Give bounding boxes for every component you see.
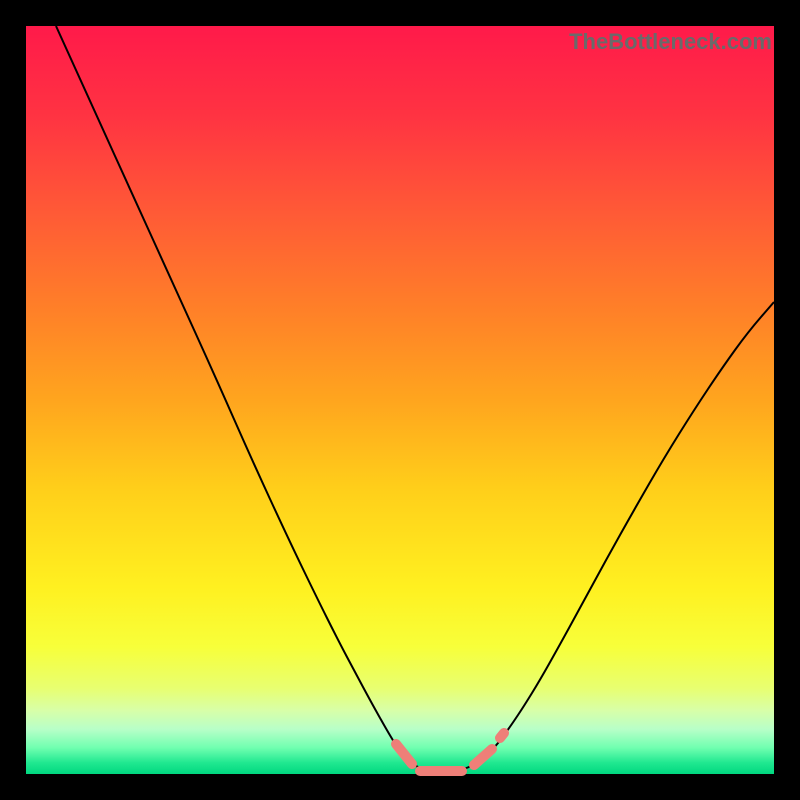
gradient-background: [26, 26, 774, 774]
watermark-text: TheBottleneck.com: [569, 29, 772, 55]
marker-segment: [500, 733, 504, 738]
chart-container: TheBottleneck.com: [0, 0, 800, 800]
chart-svg: [0, 0, 800, 800]
plot-area: [26, 26, 774, 774]
